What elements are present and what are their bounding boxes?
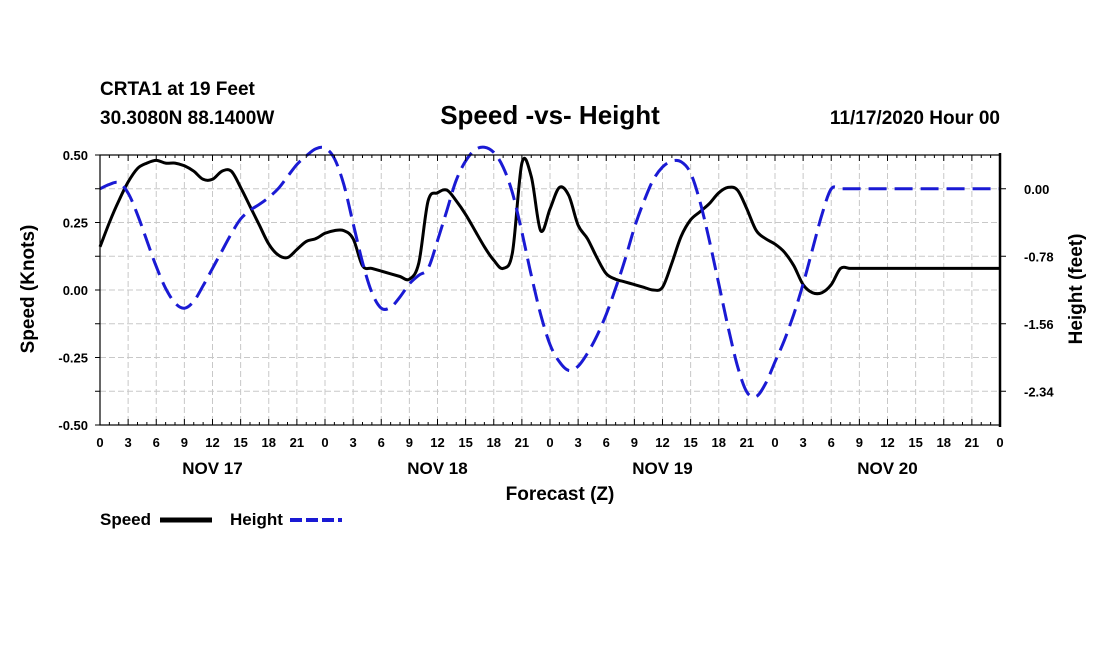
x-tick-label: 6 — [603, 435, 610, 450]
x-tick-label: 0 — [321, 435, 328, 450]
x-tick-label: 3 — [350, 435, 357, 450]
y-tick-label-left: 0.25 — [63, 216, 88, 231]
x-tick-label: 12 — [880, 435, 894, 450]
legend: Speed Height — [100, 510, 342, 529]
y-tick-label-left: 0.50 — [63, 148, 88, 163]
y-tick-label-right: -2.34 — [1024, 384, 1054, 399]
x-day-label: NOV 18 — [407, 459, 467, 478]
legend-label-speed: Speed — [100, 510, 151, 529]
x-axis-label: Forecast (Z) — [506, 484, 615, 505]
x-tick-label: 9 — [181, 435, 188, 450]
x-tick-label: 3 — [800, 435, 807, 450]
y-tick-label-left: 0.00 — [63, 283, 88, 298]
legend-label-height: Height — [230, 510, 283, 529]
x-tick-label: 18 — [487, 435, 501, 450]
x-tick-label: 21 — [515, 435, 529, 450]
y-axis-label-left: Speed (Knots) — [18, 225, 39, 354]
x-tick-label: 0 — [996, 435, 1003, 450]
station-location: 30.3080N 88.1400W — [100, 108, 274, 129]
tick-layer: 0 3 6 9 12 15 18 21 0 3 6 9 12 15 18 21 0 3 6 9 12 15 18 21 0 3 6 9… — [58, 148, 1054, 478]
grid — [100, 155, 1000, 425]
x-day-label: NOV 20 — [857, 459, 917, 478]
x-tick-label: 12 — [205, 435, 219, 450]
x-tick-label: 21 — [965, 435, 979, 450]
x-tick-label: 15 — [233, 435, 247, 450]
y-axis-label-right: Height (feet) — [1066, 234, 1087, 345]
x-tick-label: 6 — [153, 435, 160, 450]
x-tick-label: 0 — [771, 435, 778, 450]
x-tick-label: 18 — [937, 435, 951, 450]
issue-time: 11/17/2020 Hour 00 — [830, 108, 1000, 129]
x-tick-label: 15 — [683, 435, 697, 450]
x-tick-label: 9 — [631, 435, 638, 450]
x-tick-label: 12 — [430, 435, 444, 450]
x-tick-label: 0 — [96, 435, 103, 450]
x-tick-label: 15 — [458, 435, 472, 450]
x-tick-label: 6 — [378, 435, 385, 450]
series-line-speed — [98, 156, 1000, 296]
x-tick-label: 6 — [828, 435, 835, 450]
y-tick-label-left: -0.50 — [58, 418, 88, 433]
x-tick-label: 21 — [740, 435, 754, 450]
series-layer — [98, 145, 1000, 399]
x-day-label: NOV 17 — [182, 459, 242, 478]
x-tick-label: 0 — [546, 435, 553, 450]
x-tick-label: 9 — [856, 435, 863, 450]
x-tick-label: 12 — [655, 435, 669, 450]
x-tick-label: 15 — [908, 435, 922, 450]
x-tick-label: 3 — [575, 435, 582, 450]
x-tick-label: 3 — [125, 435, 132, 450]
series-line-height — [99, 145, 1000, 399]
chart-title: Speed -vs- Height — [440, 100, 660, 130]
y-tick-label-right: 0.00 — [1024, 182, 1049, 197]
x-tick-label: 18 — [712, 435, 726, 450]
station-title: CRTA1 at 19 Feet — [100, 79, 256, 100]
x-tick-label: 9 — [406, 435, 413, 450]
x-tick-label: 18 — [262, 435, 276, 450]
x-tick-label: 21 — [290, 435, 304, 450]
y-tick-label-left: -0.25 — [58, 351, 88, 366]
x-day-label: NOV 19 — [632, 459, 692, 478]
y-tick-label-right: -1.56 — [1024, 317, 1054, 332]
y-tick-label-right: -0.78 — [1024, 249, 1054, 264]
